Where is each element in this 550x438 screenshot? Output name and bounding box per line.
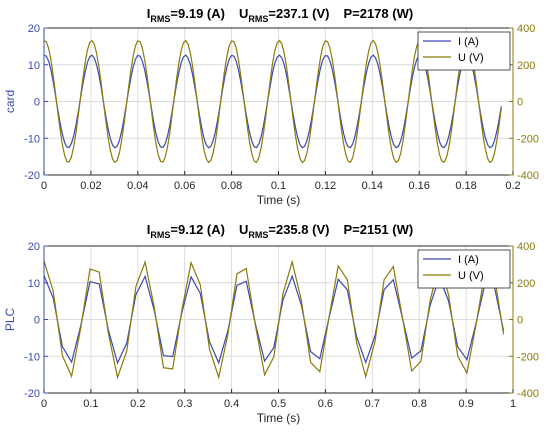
x-tick-label: 0.02 <box>80 180 101 192</box>
x-tick-label: 0.1 <box>271 180 286 192</box>
x-tick-label: 0.9 <box>458 398 473 410</box>
y-tick-label-right: -400 <box>517 388 539 400</box>
series-line-voltage <box>43 259 505 380</box>
x-tick-label: 0.4 <box>224 398 239 410</box>
chart-card: IRMS=9.19 (A) URMS=237.1 (V) P=2178 (W) 0 0… <box>3 6 539 207</box>
legend-label: I (A) <box>458 36 479 48</box>
x-tick-label: 1 <box>510 398 516 410</box>
x-tick-label: 0.2 <box>130 398 145 410</box>
x-tick-label: 0.08 <box>221 180 242 192</box>
y-axis-label-left: card <box>3 90 17 113</box>
chart-title: IRMS=9.19 (A) URMS=237.1 (V) P=2178 (W) <box>147 6 413 24</box>
legend-box <box>417 31 511 71</box>
y-tick-label-right: 400 <box>517 241 535 253</box>
x-tick-label: 0.3 <box>177 398 192 410</box>
x-tick-label: 0.6 <box>318 398 333 410</box>
x-tick-label: 0 <box>41 398 47 410</box>
y-tick-label-right: -200 <box>517 351 539 363</box>
x-tick-label: 0.06 <box>174 180 195 192</box>
y-tick-label-right: 200 <box>517 60 535 72</box>
x-tick-label: 0.8 <box>412 398 427 410</box>
y-tick-label-left: -10 <box>24 351 40 363</box>
legend-label: U (V) <box>458 270 484 282</box>
y-tick-label-left: 0 <box>34 97 40 109</box>
x-tick-label: 0.18 <box>455 180 476 192</box>
y-tick-label-left: 10 <box>28 278 40 290</box>
legend-label: I (A) <box>458 254 479 266</box>
x-tick-label: 0.7 <box>365 398 380 410</box>
y-tick-label-right: 0 <box>517 315 523 327</box>
x-tick-label: 0 <box>41 180 47 192</box>
y-tick-label-right: -400 <box>517 170 539 182</box>
y-tick-label-left: 20 <box>28 241 40 253</box>
y-tick-label-right: 0 <box>517 97 523 109</box>
x-tick-label: 0.12 <box>315 180 336 192</box>
y-tick-label-right: 200 <box>517 278 535 290</box>
y-tick-label-right: -200 <box>517 133 539 145</box>
x-axis-label: Time (s) <box>257 411 301 425</box>
x-tick-label: 0.1 <box>83 398 98 410</box>
y-tick-label-left: 10 <box>28 60 40 72</box>
y-tick-label-right: 400 <box>517 23 535 35</box>
x-tick-label: 0.04 <box>127 180 148 192</box>
y-axis-label-left: PLC <box>3 307 17 331</box>
x-tick-label: 0.5 <box>271 398 286 410</box>
x-tick-label: 0.2 <box>505 180 520 192</box>
y-tick-label-left: 20 <box>28 23 40 35</box>
y-tick-label-left: -20 <box>24 388 40 400</box>
chart-plc: IRMS=9.12 (A) URMS=235.8 (V) P=2151 (W) 0 0… <box>3 222 539 425</box>
chart-title: IRMS=9.12 (A) URMS=235.8 (V) P=2151 (W) <box>147 222 413 240</box>
x-tick-label: 0.14 <box>362 180 383 192</box>
x-axis-label: Time (s) <box>257 193 301 207</box>
y-tick-label-left: -10 <box>24 133 40 145</box>
y-tick-label-left: 0 <box>34 315 40 327</box>
y-tick-label-left: -20 <box>24 170 40 182</box>
x-tick-label: 0.16 <box>408 180 429 192</box>
legend-label: U (V) <box>458 52 484 64</box>
legend-box <box>417 249 511 289</box>
